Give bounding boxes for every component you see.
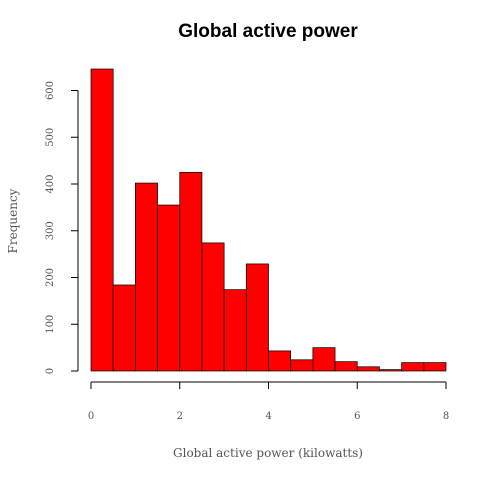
histogram-bar <box>312 347 336 372</box>
histogram-bar <box>157 204 181 372</box>
histogram-bar <box>268 350 292 372</box>
y-tick-label: 400 <box>45 174 56 193</box>
chart-title: Global active power <box>178 21 358 42</box>
y-tick-label: 300 <box>45 221 56 240</box>
histogram-bar <box>334 361 358 372</box>
y-tick-label: 500 <box>45 128 56 147</box>
y-tick-label: 100 <box>45 315 56 334</box>
histogram-bar <box>290 359 314 372</box>
histogram-bar <box>401 362 425 372</box>
histogram-bar <box>90 68 114 372</box>
histogram-bar <box>356 366 380 372</box>
histogram-bar <box>423 362 447 372</box>
histogram-bar <box>223 289 247 372</box>
x-axis: 0 2 4 6 8 <box>88 381 449 422</box>
histogram-bar <box>179 171 203 372</box>
y-axis-label: Frequency <box>6 188 20 253</box>
x-tick-label: 8 <box>443 411 449 422</box>
y-tick-label: 600 <box>45 81 56 100</box>
histogram-bar <box>245 263 269 372</box>
bars-group <box>90 68 447 372</box>
y-axis: 0 100 200 300 400 500 600 <box>45 81 79 374</box>
x-tick-label: 6 <box>354 411 360 422</box>
x-tick-label: 4 <box>265 411 271 422</box>
histogram-bar <box>201 242 225 372</box>
histogram-bar <box>379 369 402 372</box>
x-axis-label: Global active power (kilowatts) <box>173 446 363 460</box>
x-tick-label: 2 <box>177 411 183 422</box>
y-tick-label: 0 <box>45 368 56 374</box>
y-tick-label: 200 <box>45 268 56 287</box>
x-tick-label: 0 <box>88 411 94 422</box>
histogram-bar <box>135 182 158 372</box>
histogram-bar <box>112 284 136 372</box>
